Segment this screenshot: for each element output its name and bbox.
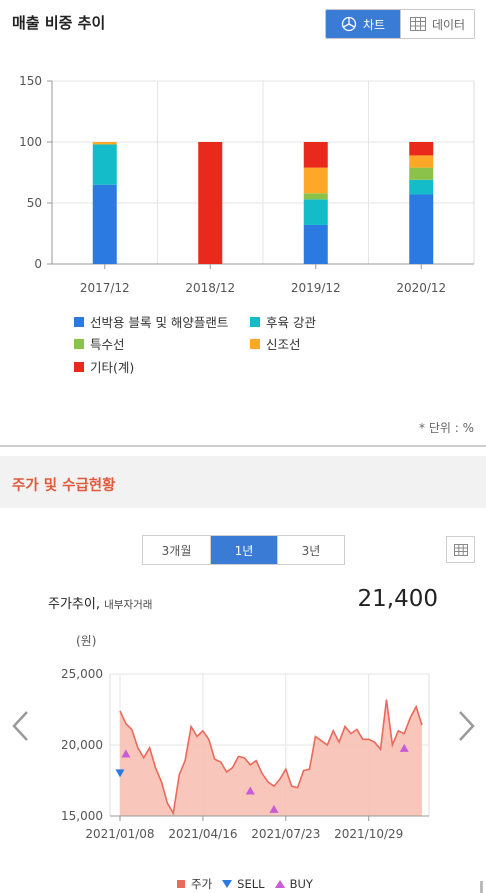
price-trend-label: 주가추이, 내부자거래 <box>48 593 152 612</box>
data-view-button[interactable]: 데이터 <box>400 10 474 38</box>
x-tick-label: 2021/01/08 <box>85 827 154 841</box>
price-trend-subtitle: 내부자거래 <box>104 599 153 611</box>
legend-item[interactable]: 특수선 <box>74 334 125 353</box>
chart-view-button[interactable]: 차트 <box>326 10 400 38</box>
x-tick-label: 2019/12 <box>291 281 341 295</box>
current-price: 21,400 <box>357 586 438 612</box>
bar-segment <box>303 193 328 200</box>
unit-note: * 단위 : % <box>419 421 474 435</box>
x-tick-label: 2021/10/29 <box>334 827 403 841</box>
section-divider <box>0 445 486 447</box>
bar-segment <box>409 179 434 195</box>
legend-swatch <box>74 316 84 327</box>
y-tick-label: 25,000 <box>61 667 103 681</box>
y-axis-unit: (원) <box>76 634 97 648</box>
legend-item[interactable]: 주가 <box>176 876 212 892</box>
bar-segment <box>303 199 328 225</box>
section-title-stock: 주가 및 수급현황 <box>12 478 116 494</box>
legend-item[interactable]: 후육 강관 <box>250 312 316 331</box>
period-3m-button[interactable]: 3개월 <box>143 536 210 564</box>
triangle-down-marker <box>222 880 233 888</box>
legend-label: 선박용 블록 및 해양플랜트 <box>90 315 229 330</box>
price-trend-title: 주가추이, <box>48 597 100 612</box>
bar-segment <box>198 142 223 264</box>
pie-chart-icon <box>341 16 357 32</box>
legend-swatch <box>250 316 260 327</box>
legend-item[interactable]: SELL <box>222 877 265 891</box>
legend-item[interactable]: 기타(계) <box>74 357 134 376</box>
chart-view-label: 차트 <box>362 17 386 32</box>
y-tick-label: 15,000 <box>61 809 103 823</box>
y-tick-label: 0 <box>34 257 42 271</box>
section-title-sales: 매출 비중 추이 <box>12 14 106 32</box>
legend-item[interactable]: 신조선 <box>250 334 301 353</box>
sales-composition-chart: 0 50 100 150 2017/12 2018/12 2019/12 2020/12 <box>19 74 475 295</box>
period-selector: 3개월 1년 3년 <box>142 535 345 565</box>
table-icon <box>453 543 468 556</box>
legend-label: 특수선 <box>90 337 125 352</box>
legend-marker <box>222 880 233 888</box>
scrollbar[interactable] <box>480 881 483 893</box>
stock-price-chart: 15,000 20,000 25,000 2021/01/08 2021/04/16 20… <box>61 667 430 841</box>
x-tick-label: 2018/12 <box>185 281 235 295</box>
data-view-label: 데이터 <box>431 17 466 32</box>
bar-segment <box>409 194 434 264</box>
y-tick-label: 100 <box>19 135 42 149</box>
y-tick-label: 150 <box>19 74 42 88</box>
legend-item[interactable]: 선박용 블록 및 해양플랜트 <box>74 312 228 331</box>
legend-swatch <box>74 338 84 349</box>
bar-segment <box>92 142 117 145</box>
x-tick-label: 2021/07/23 <box>251 827 320 841</box>
price-chart-legend: 주가 SELL BUY <box>176 876 313 892</box>
stock-section-header: 주가 및 수급현황 <box>0 456 486 508</box>
period-1y-button[interactable]: 1년 <box>210 536 277 564</box>
x-tick-label: 2017/12 <box>80 281 130 295</box>
chevron-left-icon[interactable] <box>9 708 33 744</box>
sell-marker <box>115 769 125 778</box>
legend-marker <box>177 880 185 888</box>
table-icon <box>409 17 426 31</box>
buy-marker <box>121 749 131 758</box>
buy-marker <box>245 786 255 795</box>
x-tick-label: 2021/04/16 <box>168 827 237 841</box>
legend-label: BUY <box>289 877 313 891</box>
period-3y-button[interactable]: 3년 <box>277 536 344 564</box>
view-toggle: 차트 데이터 <box>325 9 475 39</box>
legend-swatch <box>74 361 84 372</box>
legend-marker <box>274 880 285 888</box>
legend-label: 후육 강관 <box>266 315 316 330</box>
bar-segment <box>409 142 434 156</box>
bar-segment <box>409 167 434 180</box>
legend-label: SELL <box>237 877 265 891</box>
legend-label: 신조선 <box>266 337 301 352</box>
legend-label: 주가 <box>191 877 213 891</box>
bar-segment <box>303 142 328 168</box>
bar-segment <box>92 144 117 185</box>
x-tick-label: 2020/12 <box>396 281 446 295</box>
y-tick-label: 20,000 <box>61 738 103 752</box>
bar-segment <box>409 155 434 168</box>
bar-segment <box>303 224 328 264</box>
square-marker <box>177 880 185 888</box>
y-tick-label: 50 <box>27 196 42 210</box>
legend-swatch <box>250 338 260 349</box>
buy-marker <box>399 743 409 752</box>
legend-item[interactable]: BUY <box>274 877 313 891</box>
price-table-button[interactable] <box>446 536 475 563</box>
buy-marker <box>269 804 279 813</box>
price-line <box>119 699 423 816</box>
legend-label: 기타(계) <box>90 360 135 375</box>
triangle-up-marker <box>274 880 285 888</box>
sales-composition-header: 매출 비중 추이 차트 데이터 <box>0 0 486 48</box>
chevron-right-icon[interactable] <box>454 708 478 744</box>
bar-segment <box>92 184 117 264</box>
bar-segment <box>303 167 328 194</box>
